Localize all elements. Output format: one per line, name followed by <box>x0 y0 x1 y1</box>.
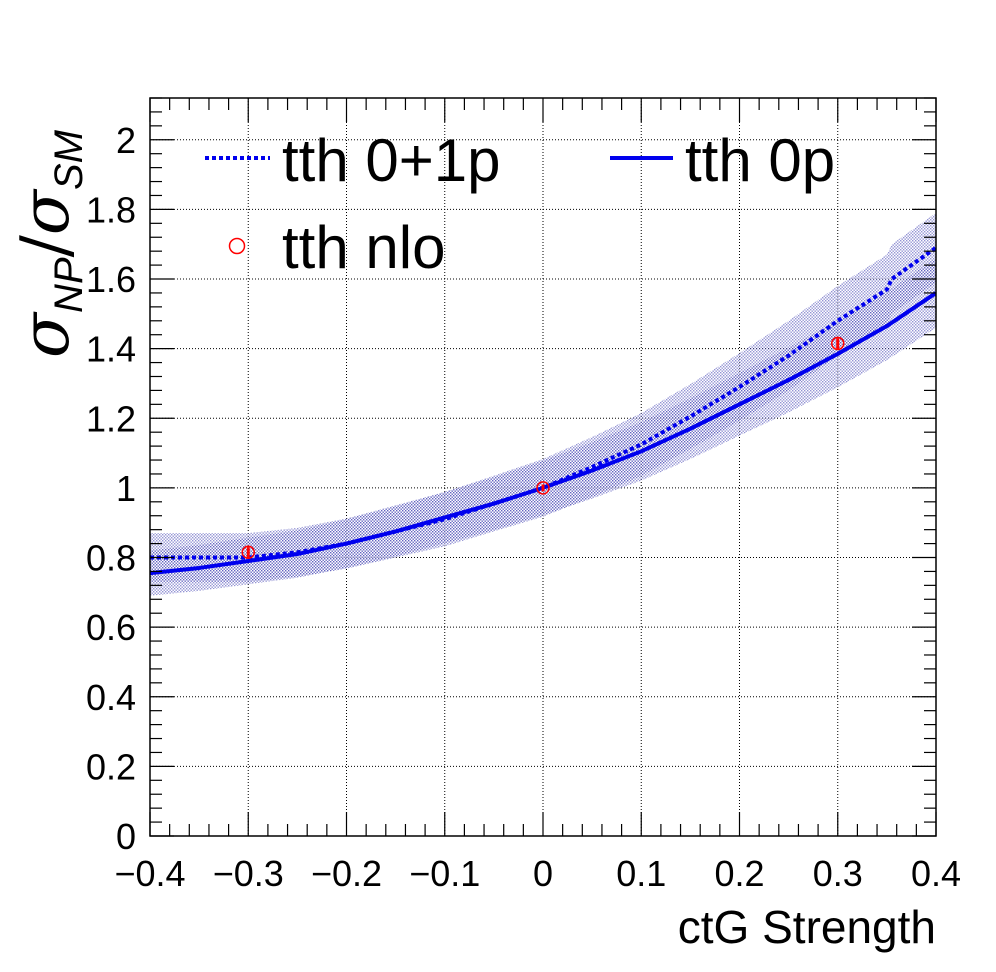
x-tick-label-5: 0.1 <box>616 853 666 894</box>
y-tick-label-1: 0.2 <box>86 746 136 787</box>
y-axis-title-sub-np: NP <box>47 257 91 313</box>
y-axis-title-sub-sm: SM <box>47 129 91 190</box>
x-axis-title: ctG Strength <box>678 901 936 953</box>
legend-label-tth-nlo: tth nlo <box>282 214 445 281</box>
y-tick-label-7: 1.4 <box>86 329 136 370</box>
x-tick-label-8: 0.4 <box>911 853 961 894</box>
legend-label-tth-0p: tth 0p <box>685 127 835 194</box>
y-tick-label-2: 0.4 <box>86 677 136 718</box>
y-axis-title-sigma-sm: σ <box>7 188 84 235</box>
y-tick-label-10: 2 <box>116 120 136 161</box>
y-tick-labels: 0 0.2 0.4 0.6 0.8 1 1.2 1.4 1.6 1.8 2 <box>86 120 136 857</box>
nlo-markers <box>241 336 845 560</box>
y-axis-title-sigma-np: σ <box>7 311 84 358</box>
y-tick-label-6: 1.2 <box>86 398 136 439</box>
x-tick-label-7: 0.3 <box>813 853 863 894</box>
y-tick-label-8: 1.6 <box>86 259 136 300</box>
x-tick-label-4: 0 <box>533 853 553 894</box>
y-tick-label-9: 1.8 <box>86 189 136 230</box>
axis-ticks <box>149 97 937 837</box>
y-tick-label-5: 1 <box>116 468 136 509</box>
y-axis-title-slash: / <box>7 234 84 257</box>
x-tick-label-6: 0.2 <box>714 853 764 894</box>
nlo-point-0 <box>241 545 255 560</box>
y-axis-title: σNP/σSM <box>7 129 91 358</box>
nlo-point-2 <box>831 336 845 351</box>
nlo-point-1 <box>536 481 550 495</box>
band-series-0 <box>150 212 936 582</box>
y-tick-label-4: 0.8 <box>86 538 136 579</box>
y-tick-label-0: 0 <box>116 816 136 857</box>
legend-label-tth-0p1p: tth 0+1p <box>282 127 501 194</box>
x-tick-label-1: −0.3 <box>213 853 284 894</box>
legend-marker-tth-nlo <box>228 237 246 255</box>
legend: tth 0+1p tth 0p tth nlo <box>205 127 835 281</box>
x-tick-label-3: −0.1 <box>409 853 480 894</box>
x-tick-labels: −0.4 −0.3 −0.2 −0.1 0 0.1 0.2 0.3 0.4 <box>114 853 961 894</box>
x-tick-label-0: −0.4 <box>114 853 185 894</box>
y-tick-label-3: 0.6 <box>86 607 136 648</box>
x-tick-label-2: −0.2 <box>311 853 382 894</box>
